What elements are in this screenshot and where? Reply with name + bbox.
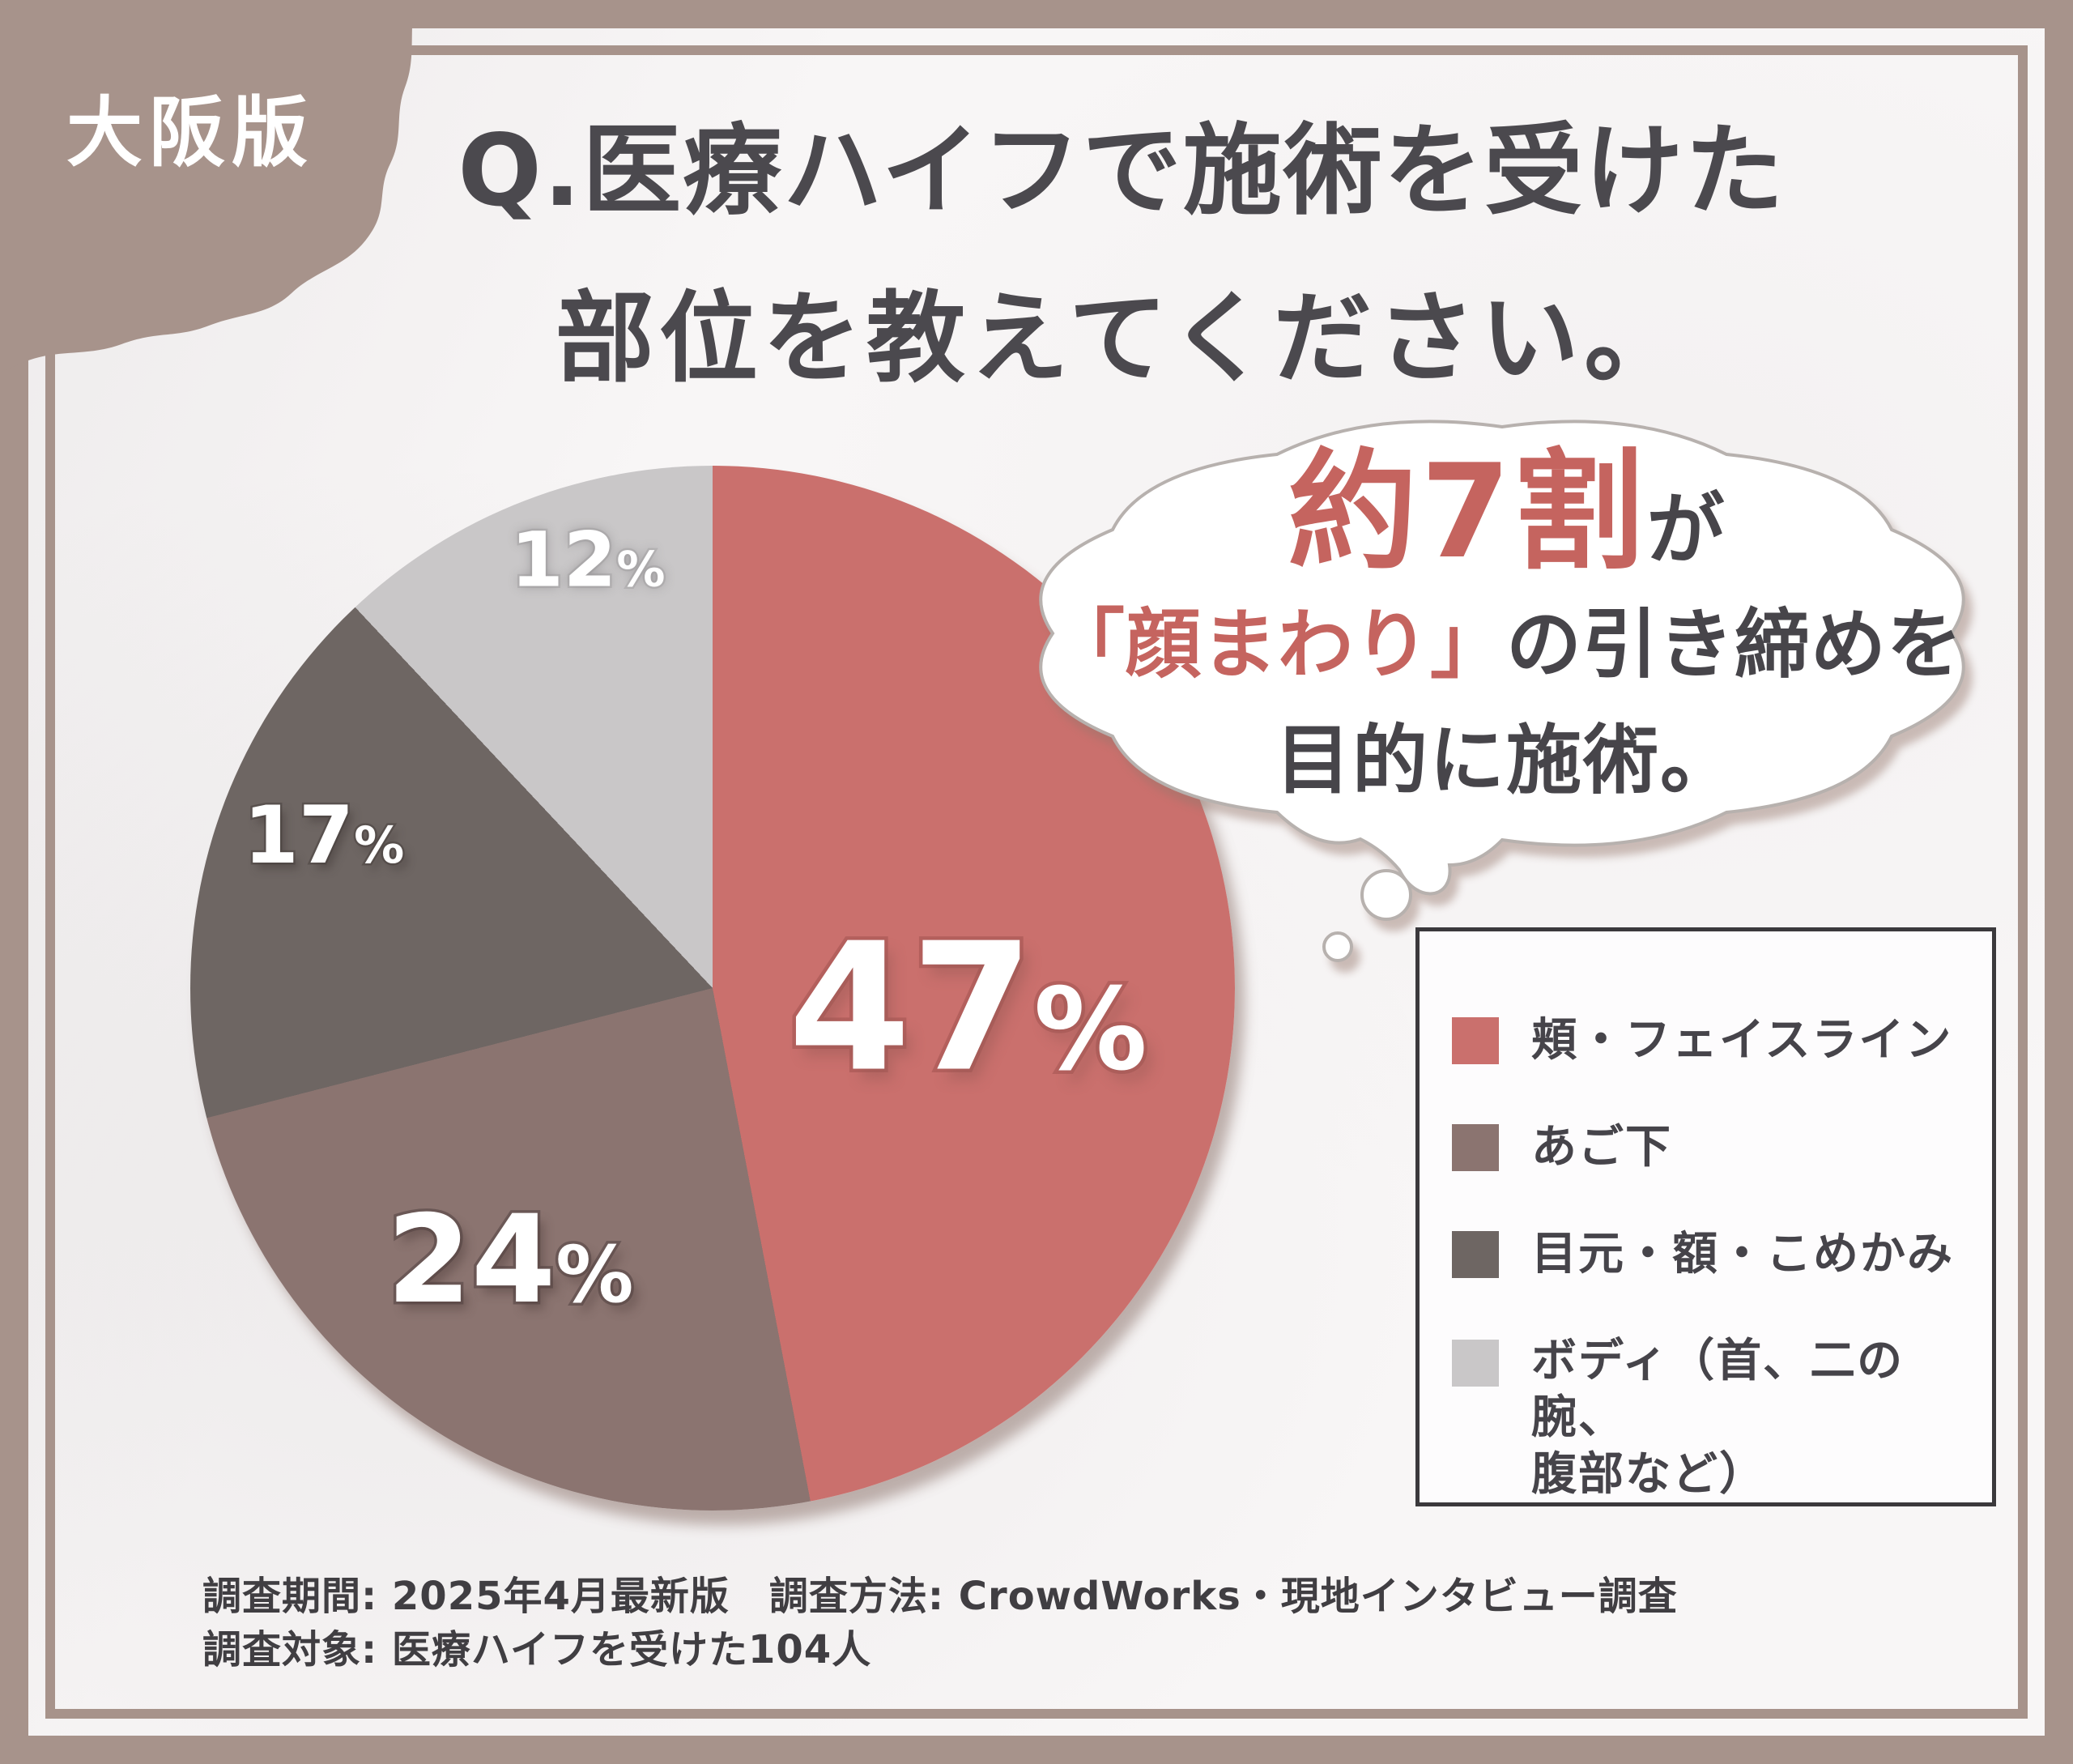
question-title: Q.医療ハイフで施術を受けた 部位を教えてください。 (243, 91, 2000, 402)
bubble-line3: 目的に施術。 (1275, 716, 1737, 804)
corner-blob-shape (0, 0, 415, 373)
thought-bubble-text: 約7割が 「顔まわり」の引き締めを 目的に施術。 (1036, 444, 1976, 808)
legend-item-body: ボディ（首、二の腕、 腹部など） (1452, 1333, 1976, 1503)
legend-swatch-under-chin (1452, 1124, 1499, 1171)
thought-bubble-shape (1039, 420, 1965, 962)
pie-label-cheek-faceline: 47% (785, 902, 1151, 1114)
thought-dot-small (1322, 931, 1353, 962)
chart-legend: 頬・フェイスライン あご下 目元・額・こめかみ ボディ（首、二の腕、 腹部など） (1415, 927, 1996, 1506)
legend-swatch-body (1452, 1340, 1499, 1387)
legend-item-cheek-faceline: 頬・フェイスライン (1452, 1012, 1976, 1069)
bubble-line1: 約7割が (1288, 436, 1725, 587)
bubble-line2: 「顔まわり」の引き締めを (1049, 601, 1963, 688)
survey-source-line2: 調査対象: 医療ハイフを受けた104人 (202, 1627, 872, 1673)
pie-label-body: 12% (509, 514, 667, 607)
legend-item-eye-forehead-temple: 目元・額・こめかみ (1452, 1226, 1976, 1283)
legend-swatch-cheek-faceline (1452, 1017, 1499, 1064)
survey-source: 調査期間: 2025年4月最新版 調査方法: CrowdWorks・現地インタビ… (202, 1570, 1678, 1677)
pie-label-under-chin: 24% (384, 1187, 636, 1334)
pie-label-eye-forehead-temple: 17% (241, 788, 407, 884)
question-title-line1: Q.医療ハイフで施術を受けた (458, 113, 1786, 228)
thought-dot-large (1360, 869, 1412, 921)
legend-swatch-eye-forehead-temple (1452, 1231, 1499, 1278)
survey-source-line1: 調査期間: 2025年4月最新版 調査方法: CrowdWorks・現地インタビ… (202, 1574, 1678, 1619)
legend-item-under-chin: あご下 (1452, 1119, 1976, 1176)
question-title-line2: 部位を教えてください。 (555, 281, 1688, 396)
region-badge: 大阪版 (66, 89, 315, 177)
